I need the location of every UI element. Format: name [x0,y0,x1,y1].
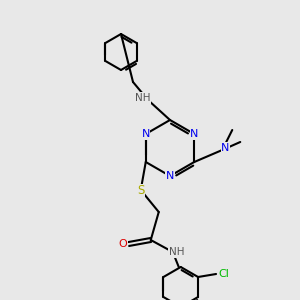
Text: NH: NH [135,93,151,103]
Text: O: O [118,239,127,249]
Text: S: S [137,184,144,197]
Text: N: N [221,143,230,153]
Text: N: N [166,171,174,181]
Text: Cl: Cl [219,269,230,279]
Text: N: N [190,129,198,139]
Text: N: N [142,129,150,139]
Text: NH: NH [169,247,184,257]
